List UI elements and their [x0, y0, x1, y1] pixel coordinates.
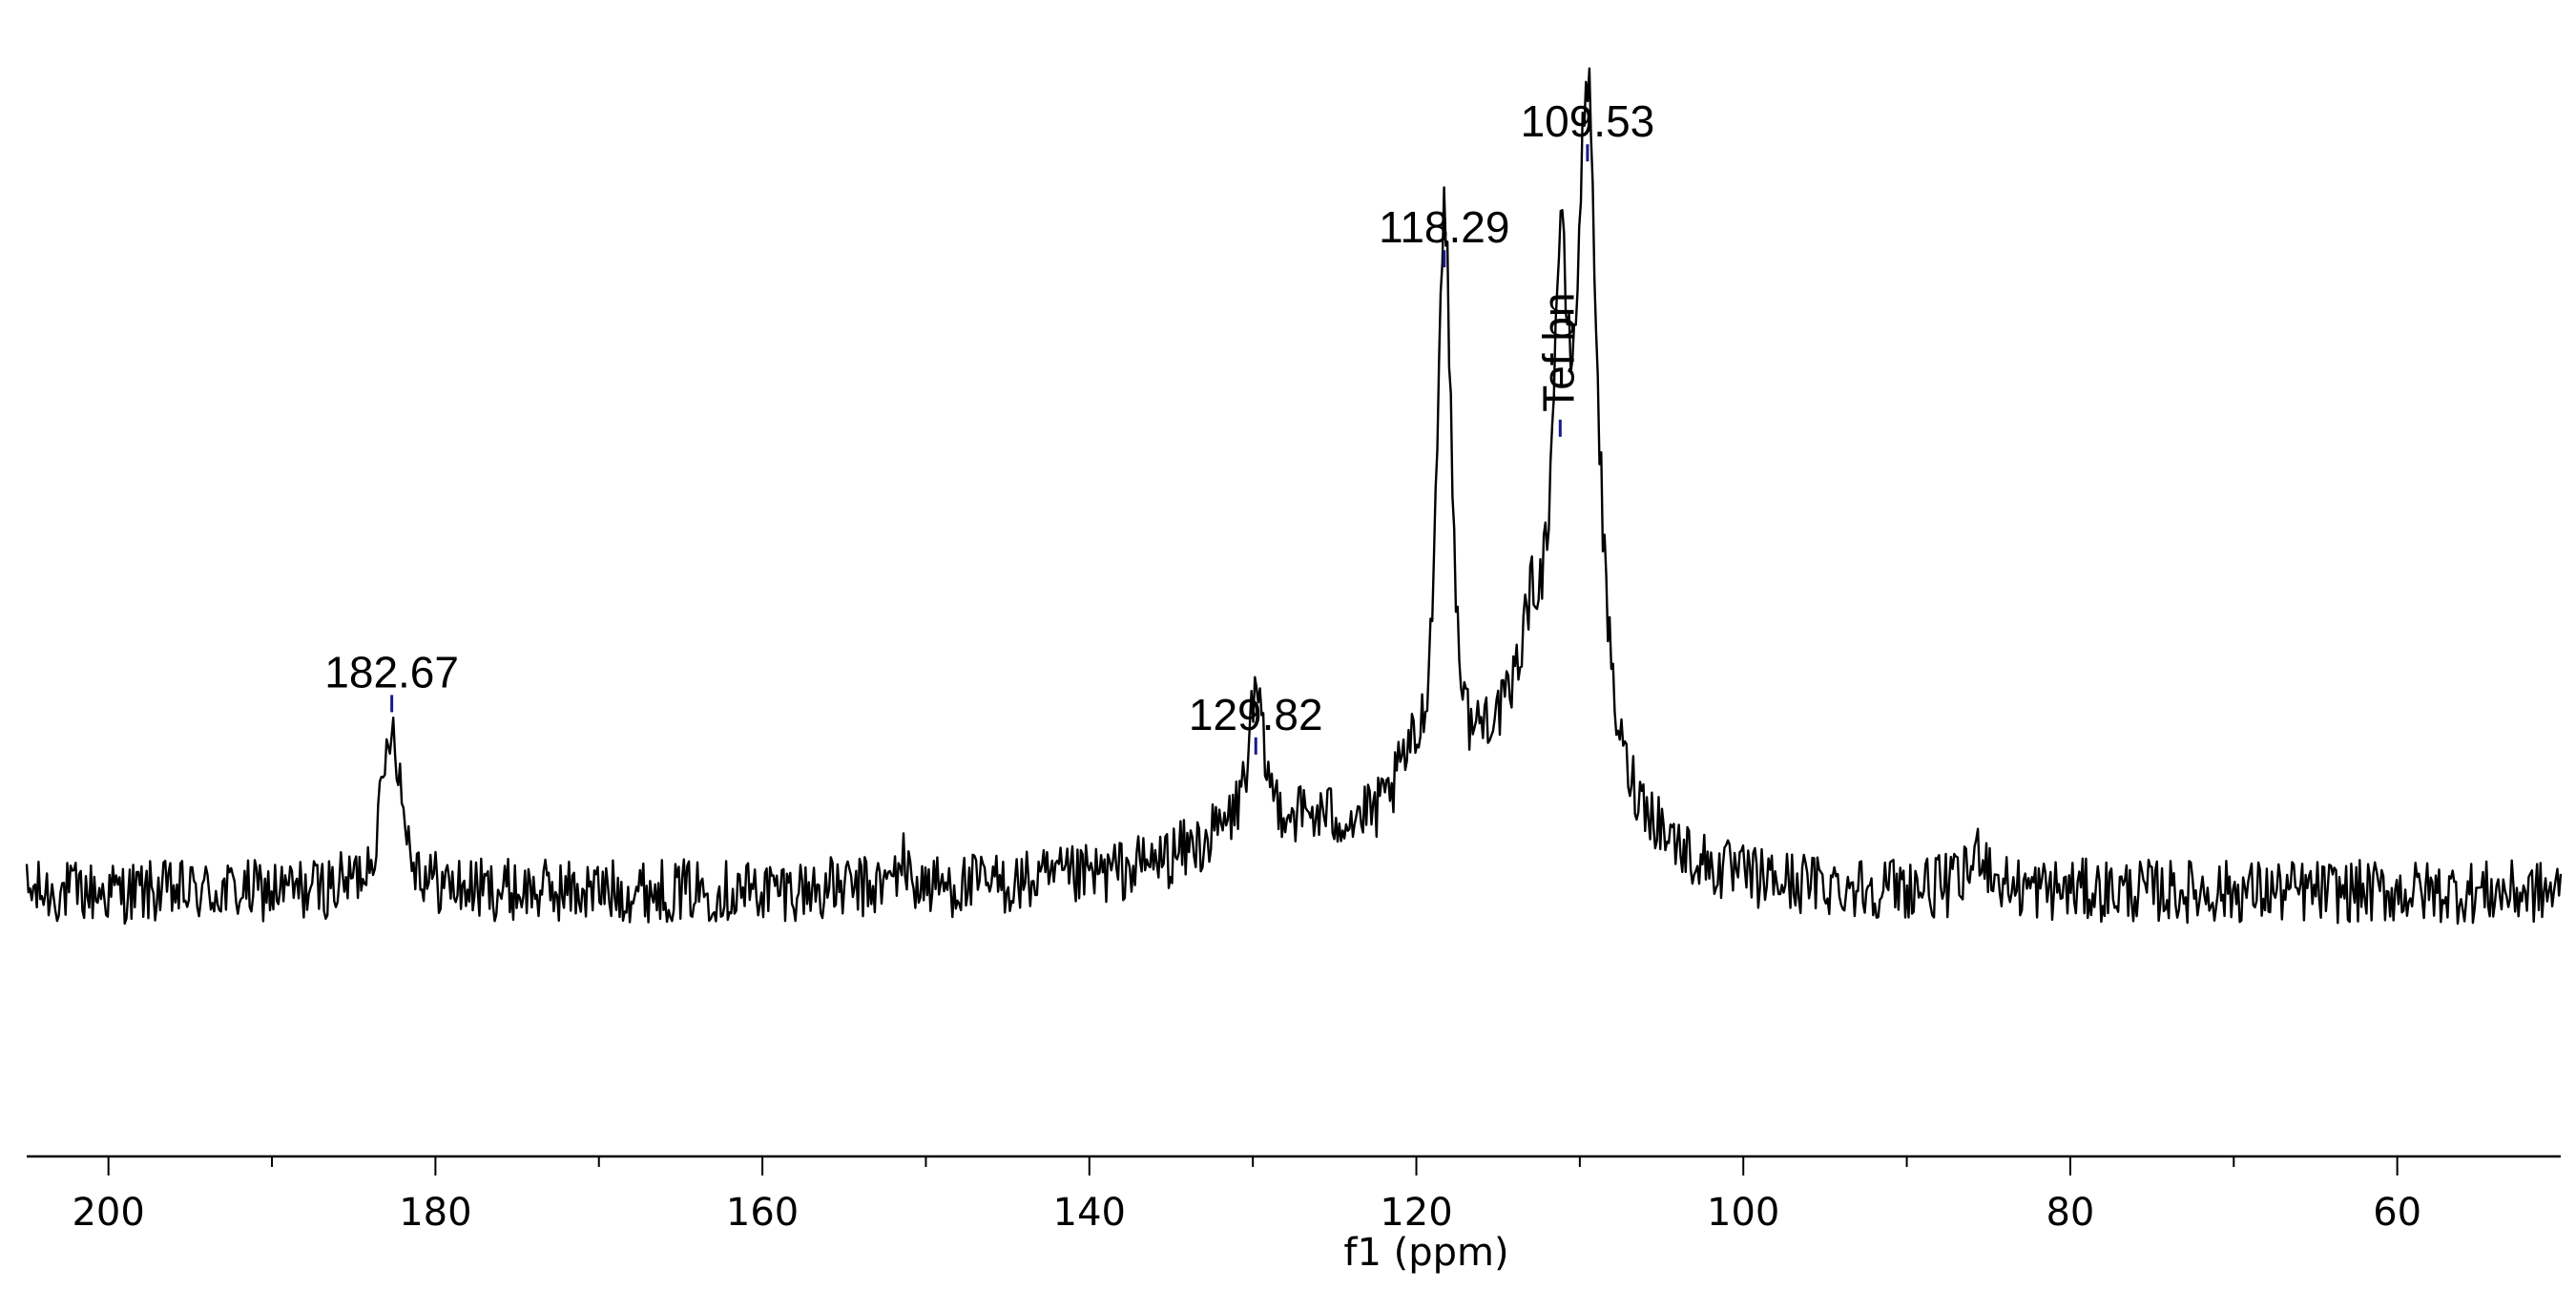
x-tick-label-100: 100: [1707, 1191, 1779, 1235]
peak-markers: [390, 144, 1589, 755]
peak-label-4: 109.53: [1521, 96, 1655, 146]
peak-label-1: 129.82: [1189, 690, 1323, 739]
x-tick-label-180: 180: [399, 1191, 471, 1235]
peak-labels: 182.67 129.82 118.29 Tef bn 109.53: [324, 96, 1654, 739]
x-tick-label-60: 60: [2373, 1191, 2421, 1235]
spectrum-layer: [25, 67, 2563, 926]
x-tick-label-160: 160: [726, 1191, 799, 1235]
peak-label-0: 182.67: [324, 647, 459, 697]
x-axis-title: f1 (ppm): [1343, 1231, 1508, 1275]
x-tick-label-80: 80: [2046, 1191, 2094, 1235]
spectrum-line: [25, 67, 2563, 926]
peak-label-3: Tef bn: [1533, 292, 1583, 411]
peak-label-2: 118.29: [1379, 202, 1509, 252]
x-axis: 200 180 160 140 120 100 80 60: [27, 1155, 2561, 1235]
x-tick-label-140: 140: [1053, 1191, 1126, 1235]
x-tick-label-120: 120: [1380, 1191, 1452, 1235]
x-tick-label-200: 200: [72, 1191, 144, 1235]
